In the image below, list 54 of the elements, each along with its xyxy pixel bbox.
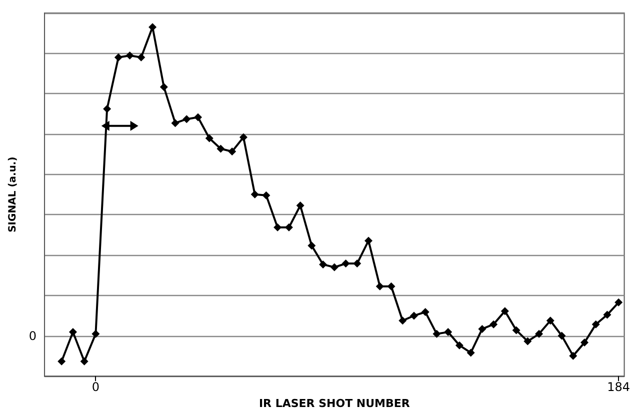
point bbox=[524, 337, 532, 346]
point bbox=[228, 148, 236, 156]
point bbox=[342, 260, 350, 268]
point bbox=[114, 53, 122, 62]
point bbox=[296, 202, 304, 210]
text: 0 bbox=[28, 328, 37, 343]
point bbox=[148, 23, 157, 32]
point bbox=[546, 316, 554, 325]
point bbox=[478, 324, 486, 333]
point bbox=[171, 119, 180, 128]
point bbox=[126, 52, 134, 60]
point bbox=[80, 357, 88, 366]
point bbox=[103, 104, 112, 113]
point bbox=[580, 338, 588, 347]
point bbox=[262, 191, 270, 200]
point bbox=[387, 282, 396, 290]
point bbox=[274, 223, 282, 232]
point bbox=[376, 282, 384, 290]
point bbox=[250, 190, 259, 198]
y-axis-title: SIGNAL (a.u.) bbox=[8, 156, 18, 232]
point bbox=[194, 113, 202, 122]
point bbox=[92, 330, 100, 338]
point bbox=[58, 357, 66, 366]
point bbox=[364, 236, 373, 245]
point bbox=[466, 348, 475, 357]
point bbox=[558, 332, 566, 340]
point bbox=[137, 53, 146, 62]
point bbox=[239, 133, 248, 142]
point bbox=[535, 330, 544, 338]
point bbox=[319, 260, 328, 268]
point bbox=[410, 312, 418, 320]
point bbox=[205, 134, 214, 142]
point bbox=[398, 316, 407, 325]
point bbox=[569, 352, 578, 360]
point bbox=[284, 223, 293, 232]
point bbox=[68, 328, 77, 336]
point bbox=[330, 263, 338, 272]
point bbox=[490, 320, 498, 328]
point bbox=[308, 242, 316, 250]
x-tick-label: 184 bbox=[607, 380, 630, 394]
point bbox=[500, 307, 509, 316]
point bbox=[614, 298, 623, 306]
point bbox=[592, 320, 600, 328]
point bbox=[216, 144, 225, 153]
point bbox=[455, 341, 464, 350]
point bbox=[353, 260, 362, 268]
point bbox=[160, 82, 168, 91]
point bbox=[432, 330, 441, 338]
point bbox=[512, 326, 520, 334]
point bbox=[421, 308, 430, 316]
point bbox=[182, 115, 191, 124]
x-axis-title: IR LASER SHOT NUMBER bbox=[258, 397, 410, 410]
point bbox=[444, 328, 452, 336]
point bbox=[603, 310, 612, 319]
